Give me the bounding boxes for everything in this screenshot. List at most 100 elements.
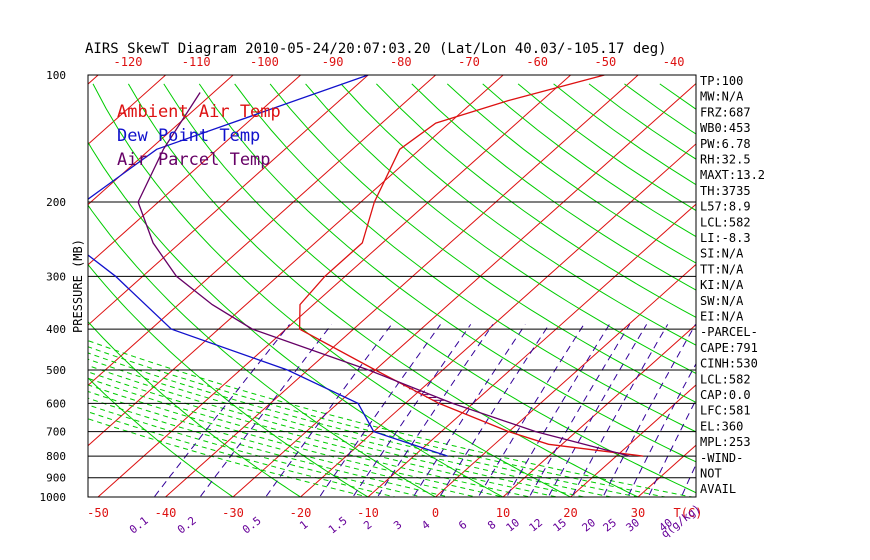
pressure-tick-label: 200 — [46, 196, 66, 209]
moist-adiabat-line — [88, 352, 641, 497]
mixing-ratio-tick-label: 25 — [601, 516, 619, 534]
mixing-ratio-line — [627, 362, 696, 497]
side-panel-item: PW:6.78 — [700, 137, 751, 151]
legend-item: Air Parcel Temp — [117, 150, 271, 170]
isotherm-line — [773, 75, 870, 497]
isotherm-line — [88, 75, 436, 387]
dry-adiabat-line — [517, 83, 696, 212]
dew-point-temp-line — [88, 75, 448, 457]
mixing-ratio-line — [376, 324, 494, 497]
dry-adiabat-line — [234, 83, 696, 433]
isotherm-line — [88, 75, 504, 447]
pressure-tick-label: 1000 — [40, 491, 67, 504]
side-panel-item: RH:32.5 — [700, 153, 751, 167]
mixing-ratio-tick-label: 20 — [580, 516, 598, 534]
moist-adiabat-line — [88, 340, 695, 497]
side-panel-item: SI:N/A — [700, 247, 744, 261]
mixing-ratio-tick-label: 1 — [297, 518, 310, 532]
dry-adiabat-line — [88, 204, 437, 497]
side-panel-item: -WIND- — [700, 451, 743, 465]
pressure-tick-label: 900 — [46, 472, 66, 485]
side-panel-item: TT:N/A — [700, 262, 744, 276]
side-panel-item: TH:3735 — [700, 184, 751, 198]
bottom-temp-tick-label: -20 — [290, 506, 312, 520]
dry-adiabat-line — [198, 83, 696, 463]
isotherm-line — [0, 75, 31, 497]
side-panel-item: LCL:582 — [700, 215, 751, 229]
moist-adiabat-line — [88, 346, 668, 497]
mixing-ratio-tick-label: 3 — [391, 518, 404, 532]
bottom-temp-tick-label: 20 — [563, 506, 577, 520]
mixing-ratio-tick-label: 40 — [657, 516, 675, 534]
mixing-ratio-tick-label: 4 — [419, 518, 433, 533]
side-panel-item: EI:N/A — [700, 310, 744, 324]
isotherm-line — [300, 143, 696, 497]
bottom-temp-tick-label: -50 — [87, 506, 109, 520]
mixing-ratio-line — [352, 324, 472, 497]
side-panel-item: -PARCEL- — [700, 325, 758, 339]
isotherm-line — [841, 75, 870, 497]
pressure-tick-label: 800 — [46, 450, 66, 463]
mixing-ratio-tick-label: 8 — [485, 518, 498, 532]
dry-adiabat-line — [88, 320, 302, 497]
dry-adiabat-line — [446, 83, 696, 264]
top-temp-tick-label: -90 — [322, 55, 344, 69]
mixing-ratio-line — [318, 324, 441, 497]
pressure-tick-label: 700 — [46, 426, 66, 439]
ambient-air-temp-line — [298, 75, 644, 457]
top-temp-tick-label: -110 — [182, 55, 211, 69]
dry-adiabat-line — [340, 83, 696, 346]
mixing-ratio-tick-label: 15 — [551, 516, 569, 534]
isotherm-line — [232, 82, 696, 497]
side-panel-item: MPL:253 — [700, 435, 751, 449]
isotherm-line — [367, 203, 696, 497]
mixing-ratio-line — [571, 324, 669, 497]
side-panel-item: CAP:0.0 — [700, 388, 751, 402]
moist-adiabat-line — [88, 390, 479, 497]
mixing-ratio-tick-label: 2 — [361, 518, 374, 532]
dry-adiabat-line — [88, 377, 234, 497]
pressure-tick-label: 600 — [46, 397, 66, 410]
side-panel-item: WB0:453 — [700, 121, 751, 135]
side-panel-item: AVAIL — [700, 482, 736, 496]
mixing-ratio-tick-label: 30 — [624, 516, 642, 534]
dry-adiabat-line — [92, 83, 572, 497]
top-temp-tick-label: -40 — [663, 55, 685, 69]
x-axis-label: T(C) — [674, 506, 703, 520]
legend-item: Ambient Air Temp — [117, 102, 281, 122]
top-temp-tick-label: -120 — [114, 55, 143, 69]
top-temp-tick-label: -60 — [526, 55, 548, 69]
side-panel-item: SW:N/A — [700, 294, 744, 308]
moist-adiabat-line — [88, 364, 587, 497]
isotherm-line — [88, 75, 234, 206]
moist-adiabat-line — [88, 371, 560, 497]
dry-adiabat-line — [659, 83, 696, 110]
isotherm-line — [97, 75, 571, 497]
side-panel-item: CAPE:791 — [700, 341, 758, 355]
mixing-ratio-line — [506, 324, 610, 497]
mixing-ratio-line — [265, 324, 392, 497]
mixing-ratio-tick-label: 0.2 — [175, 514, 199, 536]
mixing-ratio-line — [477, 324, 585, 497]
mixing-ratio-tick-label: 1.5 — [326, 514, 350, 536]
bottom-temp-tick-label: -10 — [357, 506, 379, 520]
dry-adiabat-line — [482, 83, 696, 238]
mixing-ratio-tick-label: 10 — [504, 516, 522, 534]
bottom-temp-tick-label: -40 — [155, 506, 177, 520]
side-panel-item: L57:8.9 — [700, 200, 751, 214]
dry-adiabat-line — [305, 83, 696, 375]
side-panel-item: EL:360 — [700, 419, 743, 433]
mixing-ratio-tick-label: 12 — [527, 516, 545, 534]
bottom-temp-tick-label: 10 — [496, 506, 510, 520]
mixing-ratio-tick-label: 0.1 — [127, 514, 151, 536]
side-panel-item: FRZ:687 — [700, 105, 751, 119]
mixing-ratio-line — [602, 324, 696, 497]
dry-adiabat-line — [163, 83, 696, 494]
dry-adiabat-line — [127, 83, 640, 497]
mixing-ratio-tick-label: 6 — [456, 518, 469, 532]
dry-adiabat-line — [269, 83, 696, 403]
mixing-ratio-line — [199, 324, 333, 497]
moist-adiabat-line — [88, 397, 452, 497]
side-panel-item: NOT — [700, 467, 722, 481]
side-panel-item: LCL:582 — [700, 372, 751, 386]
